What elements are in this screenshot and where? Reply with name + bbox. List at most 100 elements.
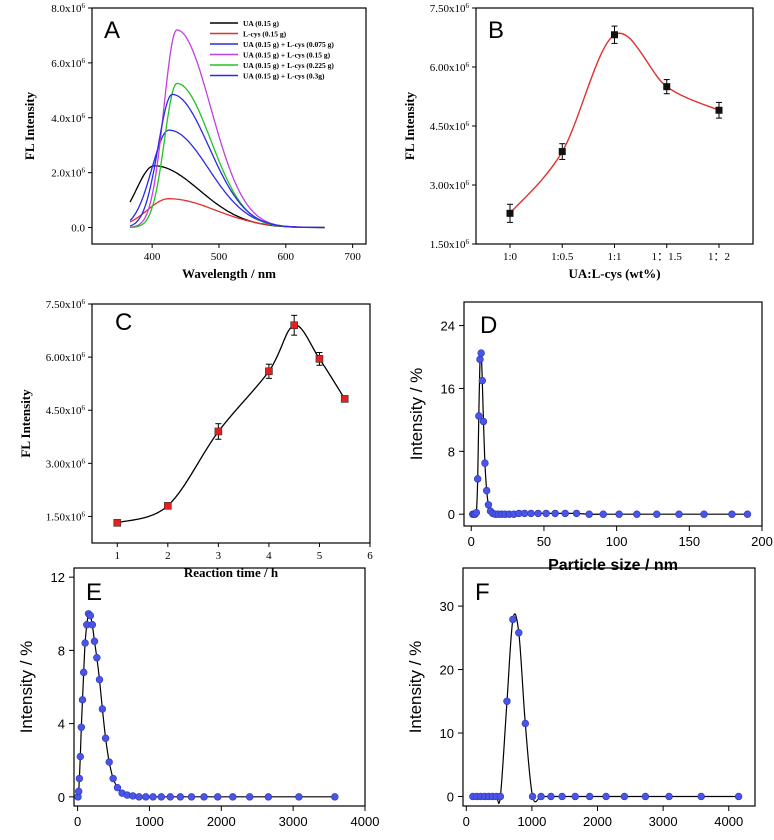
panel-c-axes-frame (91, 303, 371, 544)
panel-a-series-line-1 (129, 198, 325, 229)
panel-d-xtick-label: 100 (606, 534, 628, 549)
panel-a-legend-label-4: UA (0.15 g) + L-cys (0.225 g) (243, 61, 334, 70)
panel-a-xtick-label: 600 (278, 251, 295, 263)
panel-d-xtick-label: 150 (678, 534, 700, 549)
panel-d-ytick-label: 0 (448, 507, 455, 522)
panel-d-point (542, 509, 550, 518)
panel-c-xtick-label: 2 (165, 550, 171, 562)
panel-d-ytick-label: 24 (441, 319, 455, 334)
panel-e-point (331, 793, 339, 801)
panel-e-point (86, 611, 95, 620)
panel-d-point (479, 417, 488, 426)
panel-e-point (81, 639, 89, 647)
panel-e-point (88, 621, 97, 629)
panel-d: D 0 50 100 150 200 0 8 16 24 Particle size / nm Int… (407, 301, 773, 574)
panel-e-point (74, 787, 83, 796)
panel-b-ytick-label: 1.50x106 (430, 238, 470, 251)
panel-f-point (496, 792, 505, 801)
panel-b-ytick-label: 3.00x106 (430, 179, 470, 192)
panel-b-ytick-label: 6.00x106 (430, 61, 470, 74)
panel-c-ytick-label: 3.00x106 (46, 457, 86, 470)
panel-e-xtick-label: 1000 (135, 814, 164, 829)
panel-e-point (157, 793, 166, 801)
panel-d-xtick-label: 50 (537, 534, 551, 549)
panel-c-point (214, 427, 223, 436)
panel-e-xtick-label: 0 (74, 814, 81, 829)
panel-c-point (340, 395, 349, 403)
panel-c-ytick-label: 6.00x106 (46, 351, 86, 364)
panel-e-point (98, 705, 107, 713)
panel-c-xlabel: Reaction time / h (184, 565, 279, 580)
panel-f-panel-label: F (475, 579, 490, 606)
panel-d-point (473, 475, 482, 483)
panel-d-point (482, 486, 491, 495)
panel-f-ytick-label: 0 (447, 789, 454, 804)
panel-b-point (611, 31, 618, 39)
panel-d-point (527, 509, 535, 518)
panel-e-point (129, 792, 137, 800)
panel-d-point (728, 510, 736, 518)
panel-e-ylabel: Intensity / % (17, 641, 36, 734)
panel-f-point (503, 697, 511, 705)
panel-f-point (521, 719, 530, 728)
panel-d-point (743, 510, 752, 518)
panel-e-ytick-label: 4 (58, 717, 65, 732)
panel-d-point (653, 510, 661, 518)
panel-a-legend-label-3: UA (0.15 g) + L-cys (0.15 g) (243, 51, 331, 60)
panel-f-point (665, 792, 673, 801)
panel-a-legend-label-0: UA (0.15 g) (243, 19, 280, 28)
panel-b-xtick-label: 1:1 (607, 251, 621, 263)
panel-a: A 400 500 600 700 0.0 2.0x106 4.0x106 6.0x106 8.0… (22, 2, 367, 281)
panel-e-point (200, 793, 208, 801)
panel-b-ytick-label: 7.50x106 (430, 2, 470, 15)
panel-c-point (164, 502, 172, 510)
panel-e-point (105, 758, 113, 766)
panel-e-axes-frame (73, 567, 366, 807)
panel-d-xtick-label: 200 (751, 534, 773, 549)
panel-e-point (95, 675, 104, 684)
panel-f-xtick-label: 0 (463, 814, 470, 829)
panel-c-point (113, 519, 122, 527)
panel-e-point (187, 793, 196, 801)
panel-f-ylabel: Intensity / % (406, 641, 425, 734)
panel-d-point (572, 509, 581, 518)
panel-d-fit-line (472, 350, 748, 517)
panel-e-point (142, 793, 150, 801)
panel-d-ytick-label: 16 (441, 381, 455, 396)
panel-b-xtick-label: 1:0.5 (551, 251, 574, 263)
panel-c: C 1 2 3 4 5 6 1.50x106 3.00x106 4.50x106 6.00x106 7… (18, 298, 373, 580)
panel-a-legend-label-2: UA (0.15 g) + L-cys (0.075 g) (243, 40, 334, 49)
panel-b-xtick-label: 1：1.5 (652, 251, 683, 263)
panel-d-point (534, 509, 542, 518)
panel-e-panel-label: E (86, 579, 102, 606)
panel-d-point (561, 509, 569, 518)
panel-f-point (558, 792, 566, 801)
panel-f-ytick-label: 30 (440, 599, 454, 614)
panel-f-point (641, 792, 650, 801)
panel-b-panel-label: B (488, 17, 504, 44)
panel-f-ytick-label: 10 (440, 726, 454, 741)
panel-d-xtick-label: 0 (468, 534, 475, 549)
panel-b-point (715, 106, 723, 114)
panel-b-xtick-label: 1：2 (708, 251, 730, 263)
panel-d-panel-label: D (480, 312, 497, 339)
panel-e-point (90, 637, 99, 645)
panel-c-xtick-label: 3 (216, 550, 222, 562)
panel-d-point (615, 510, 623, 518)
panel-f-point (528, 792, 537, 801)
panel-e-xtick-label: 3000 (279, 814, 308, 829)
panel-b: B 1:0 1:0.5 1:1 1：1.5 1：2 1.50x106 3.00x106 4.50… (402, 2, 754, 281)
panel-e-point (149, 793, 157, 801)
panel-b-xtick-label: 1:0 (503, 251, 518, 263)
panel-d-point (476, 355, 484, 364)
panel-d-point (551, 509, 559, 518)
panel-b-fit-line (509, 32, 720, 214)
panel-e-point (78, 696, 87, 704)
panel-b-point (663, 83, 671, 91)
panel-e-ytick-label: 8 (58, 643, 65, 658)
panel-a-ytick-label: 4.0x106 (51, 112, 85, 125)
panel-e-point (79, 668, 88, 677)
panel-a-series-line-3 (130, 29, 325, 229)
panel-b-ytick-label: 4.50x106 (430, 120, 470, 133)
panel-a-ytick-label: 0.0 (71, 223, 85, 235)
